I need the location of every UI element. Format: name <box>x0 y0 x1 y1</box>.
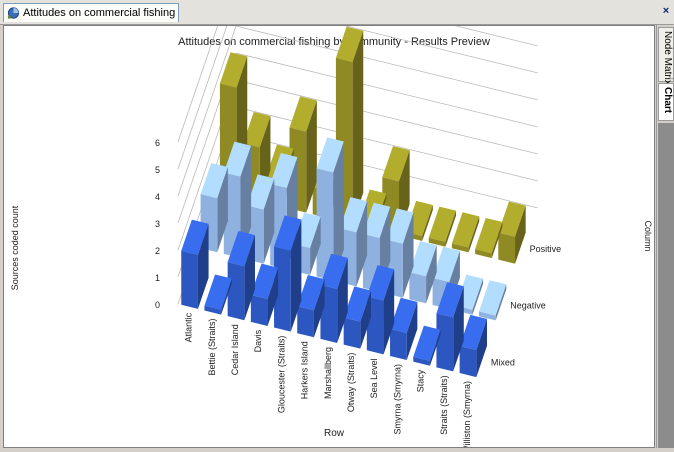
category-label: Williston (Smyrna) <box>462 381 472 447</box>
category-label: Cedar Island <box>230 324 240 375</box>
view-tabs-sidebar: Node Matrix Chart <box>656 25 674 448</box>
bar[interactable] <box>390 297 418 361</box>
tab-node-matrix-label: Node Matrix <box>662 31 673 85</box>
chart-document-tab[interactable]: Attitudes on commercial fishing by <box>3 3 179 22</box>
series-label: Mixed <box>491 357 515 367</box>
y-tick-label: 3 <box>155 219 160 229</box>
document-tab-bar: Attitudes on commercial fishing by × <box>0 0 674 25</box>
gridline <box>235 106 538 182</box>
bar[interactable] <box>274 215 302 332</box>
y-tick-label: 0 <box>155 300 160 310</box>
tab-title: Attitudes on commercial fishing by <box>23 7 178 19</box>
bar[interactable] <box>498 201 526 264</box>
category-label: Sea Level <box>369 358 379 398</box>
bar[interactable] <box>366 265 395 355</box>
y-tick-label: 1 <box>155 273 160 283</box>
chart-title: Attitudes on commercial fishing by commu… <box>178 36 490 48</box>
chart-panel: Attitudes on commercial fishing by commu… <box>3 0 655 452</box>
gridline <box>235 25 538 101</box>
category-label: Bettie (Straits) <box>207 319 217 376</box>
bar[interactable] <box>475 217 503 259</box>
bar[interactable] <box>223 141 252 258</box>
bar[interactable] <box>413 325 441 366</box>
gridline-side <box>177 25 237 197</box>
category-label: Harkers Island <box>300 341 310 399</box>
gridline <box>238 0 538 74</box>
bar[interactable] <box>409 241 437 304</box>
y-tick-label: 2 <box>155 246 160 256</box>
bar[interactable] <box>289 96 317 213</box>
gridline-side <box>177 0 237 170</box>
bar[interactable] <box>343 286 371 349</box>
bar[interactable] <box>181 219 209 309</box>
category-label: Otway (Straits) <box>346 353 356 413</box>
category-label: Davis <box>253 329 263 352</box>
bar[interactable] <box>459 314 487 378</box>
y-axis-title: Sources coded count <box>10 205 20 290</box>
gridline <box>235 79 538 155</box>
gridline <box>235 52 538 128</box>
bar[interactable] <box>297 275 325 338</box>
category-label: Smyrna (Smyrna) <box>392 364 402 435</box>
series-label: Positive <box>530 244 562 254</box>
series-label: Negative <box>510 301 546 311</box>
bar[interactable] <box>204 274 232 315</box>
x-axis-title: Row <box>324 428 345 439</box>
bar[interactable] <box>227 230 255 321</box>
chart-document-icon <box>7 7 20 19</box>
tab-node-matrix[interactable]: Node Matrix <box>658 27 674 85</box>
tab-chart-label: Chart <box>662 87 673 114</box>
bar[interactable] <box>316 137 344 281</box>
close-icon[interactable]: × <box>662 5 670 17</box>
z-axis-title: Column <box>643 220 653 251</box>
y-tick-label: 5 <box>155 165 160 175</box>
bar[interactable] <box>451 212 480 253</box>
category-label: Gloucester (Straits) <box>276 336 286 414</box>
category-label: Marshallberg <box>323 347 333 399</box>
bar[interactable] <box>428 206 457 247</box>
category-label: Stacy <box>416 369 426 392</box>
bar[interactable] <box>436 282 464 372</box>
y-tick-label: 4 <box>155 192 160 202</box>
category-label: Straits (Straits) <box>439 375 449 435</box>
y-tick-label: 6 <box>155 138 160 148</box>
sidebar-scroll-track[interactable] <box>658 123 674 448</box>
tab-chart[interactable]: Chart <box>658 83 674 121</box>
category-label: Atlantic <box>184 312 194 342</box>
chart-3d-column: Attitudes on commercial fishing by commu… <box>10 0 653 452</box>
bar[interactable] <box>320 253 348 343</box>
bar[interactable] <box>478 280 507 321</box>
bar[interactable] <box>250 263 279 326</box>
